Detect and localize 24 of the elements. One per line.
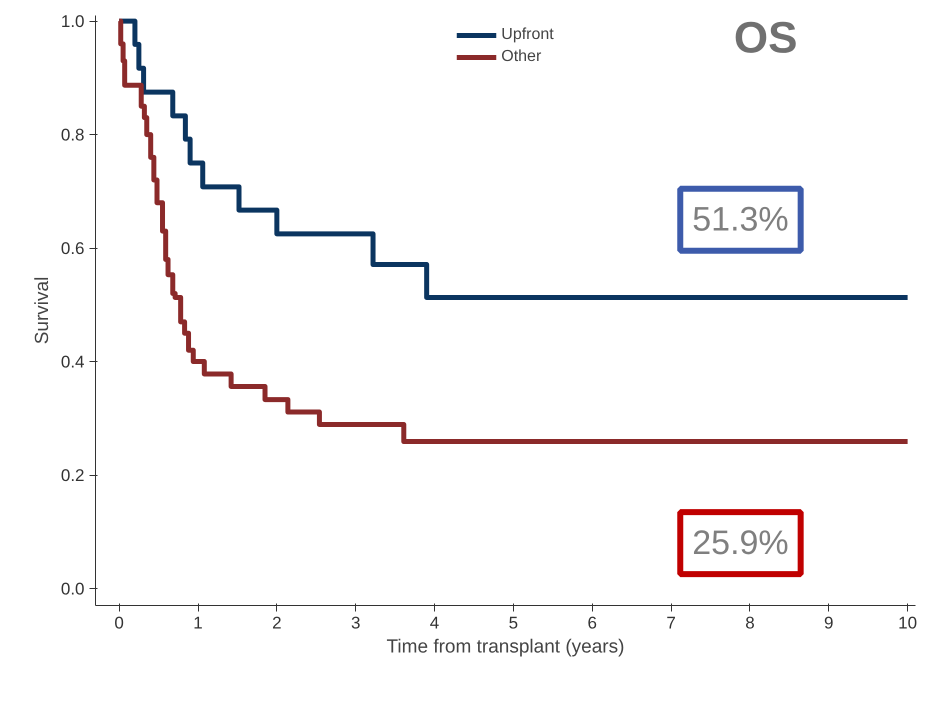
y-tick-label: 1.0 xyxy=(60,12,85,32)
x-tick-label: 6 xyxy=(588,614,597,632)
legend-label: Upfront xyxy=(501,26,554,44)
y-tick-label: 0.0 xyxy=(60,579,85,598)
x-tick-label: 8 xyxy=(745,614,755,632)
legend-label: Other xyxy=(501,48,542,66)
annotation: 25.9% xyxy=(692,524,789,562)
annotation: OS xyxy=(734,14,798,63)
x-tick-label: 9 xyxy=(824,614,834,632)
x-tick-label: 0 xyxy=(114,614,124,632)
y-tick-label: 0.8 xyxy=(60,126,85,145)
x-tick-label: 5 xyxy=(508,614,518,632)
x-tick-label: 10 xyxy=(898,614,918,632)
y-tick-label: 0.2 xyxy=(60,466,85,486)
y-tick-label: 0.4 xyxy=(60,352,85,372)
x-tick-label: 7 xyxy=(666,614,676,632)
x-tick-label: 1 xyxy=(193,614,203,632)
x-tick-label: 4 xyxy=(430,614,440,632)
annotation: 51.3% xyxy=(692,200,789,239)
x-tick-label: 2 xyxy=(272,614,282,632)
x-tick-label: 3 xyxy=(350,614,360,632)
x-axis-title: Time from transplant (years) xyxy=(386,636,624,658)
y-axis-title: Survival xyxy=(32,276,53,344)
y-tick-label: 0.6 xyxy=(60,239,85,258)
